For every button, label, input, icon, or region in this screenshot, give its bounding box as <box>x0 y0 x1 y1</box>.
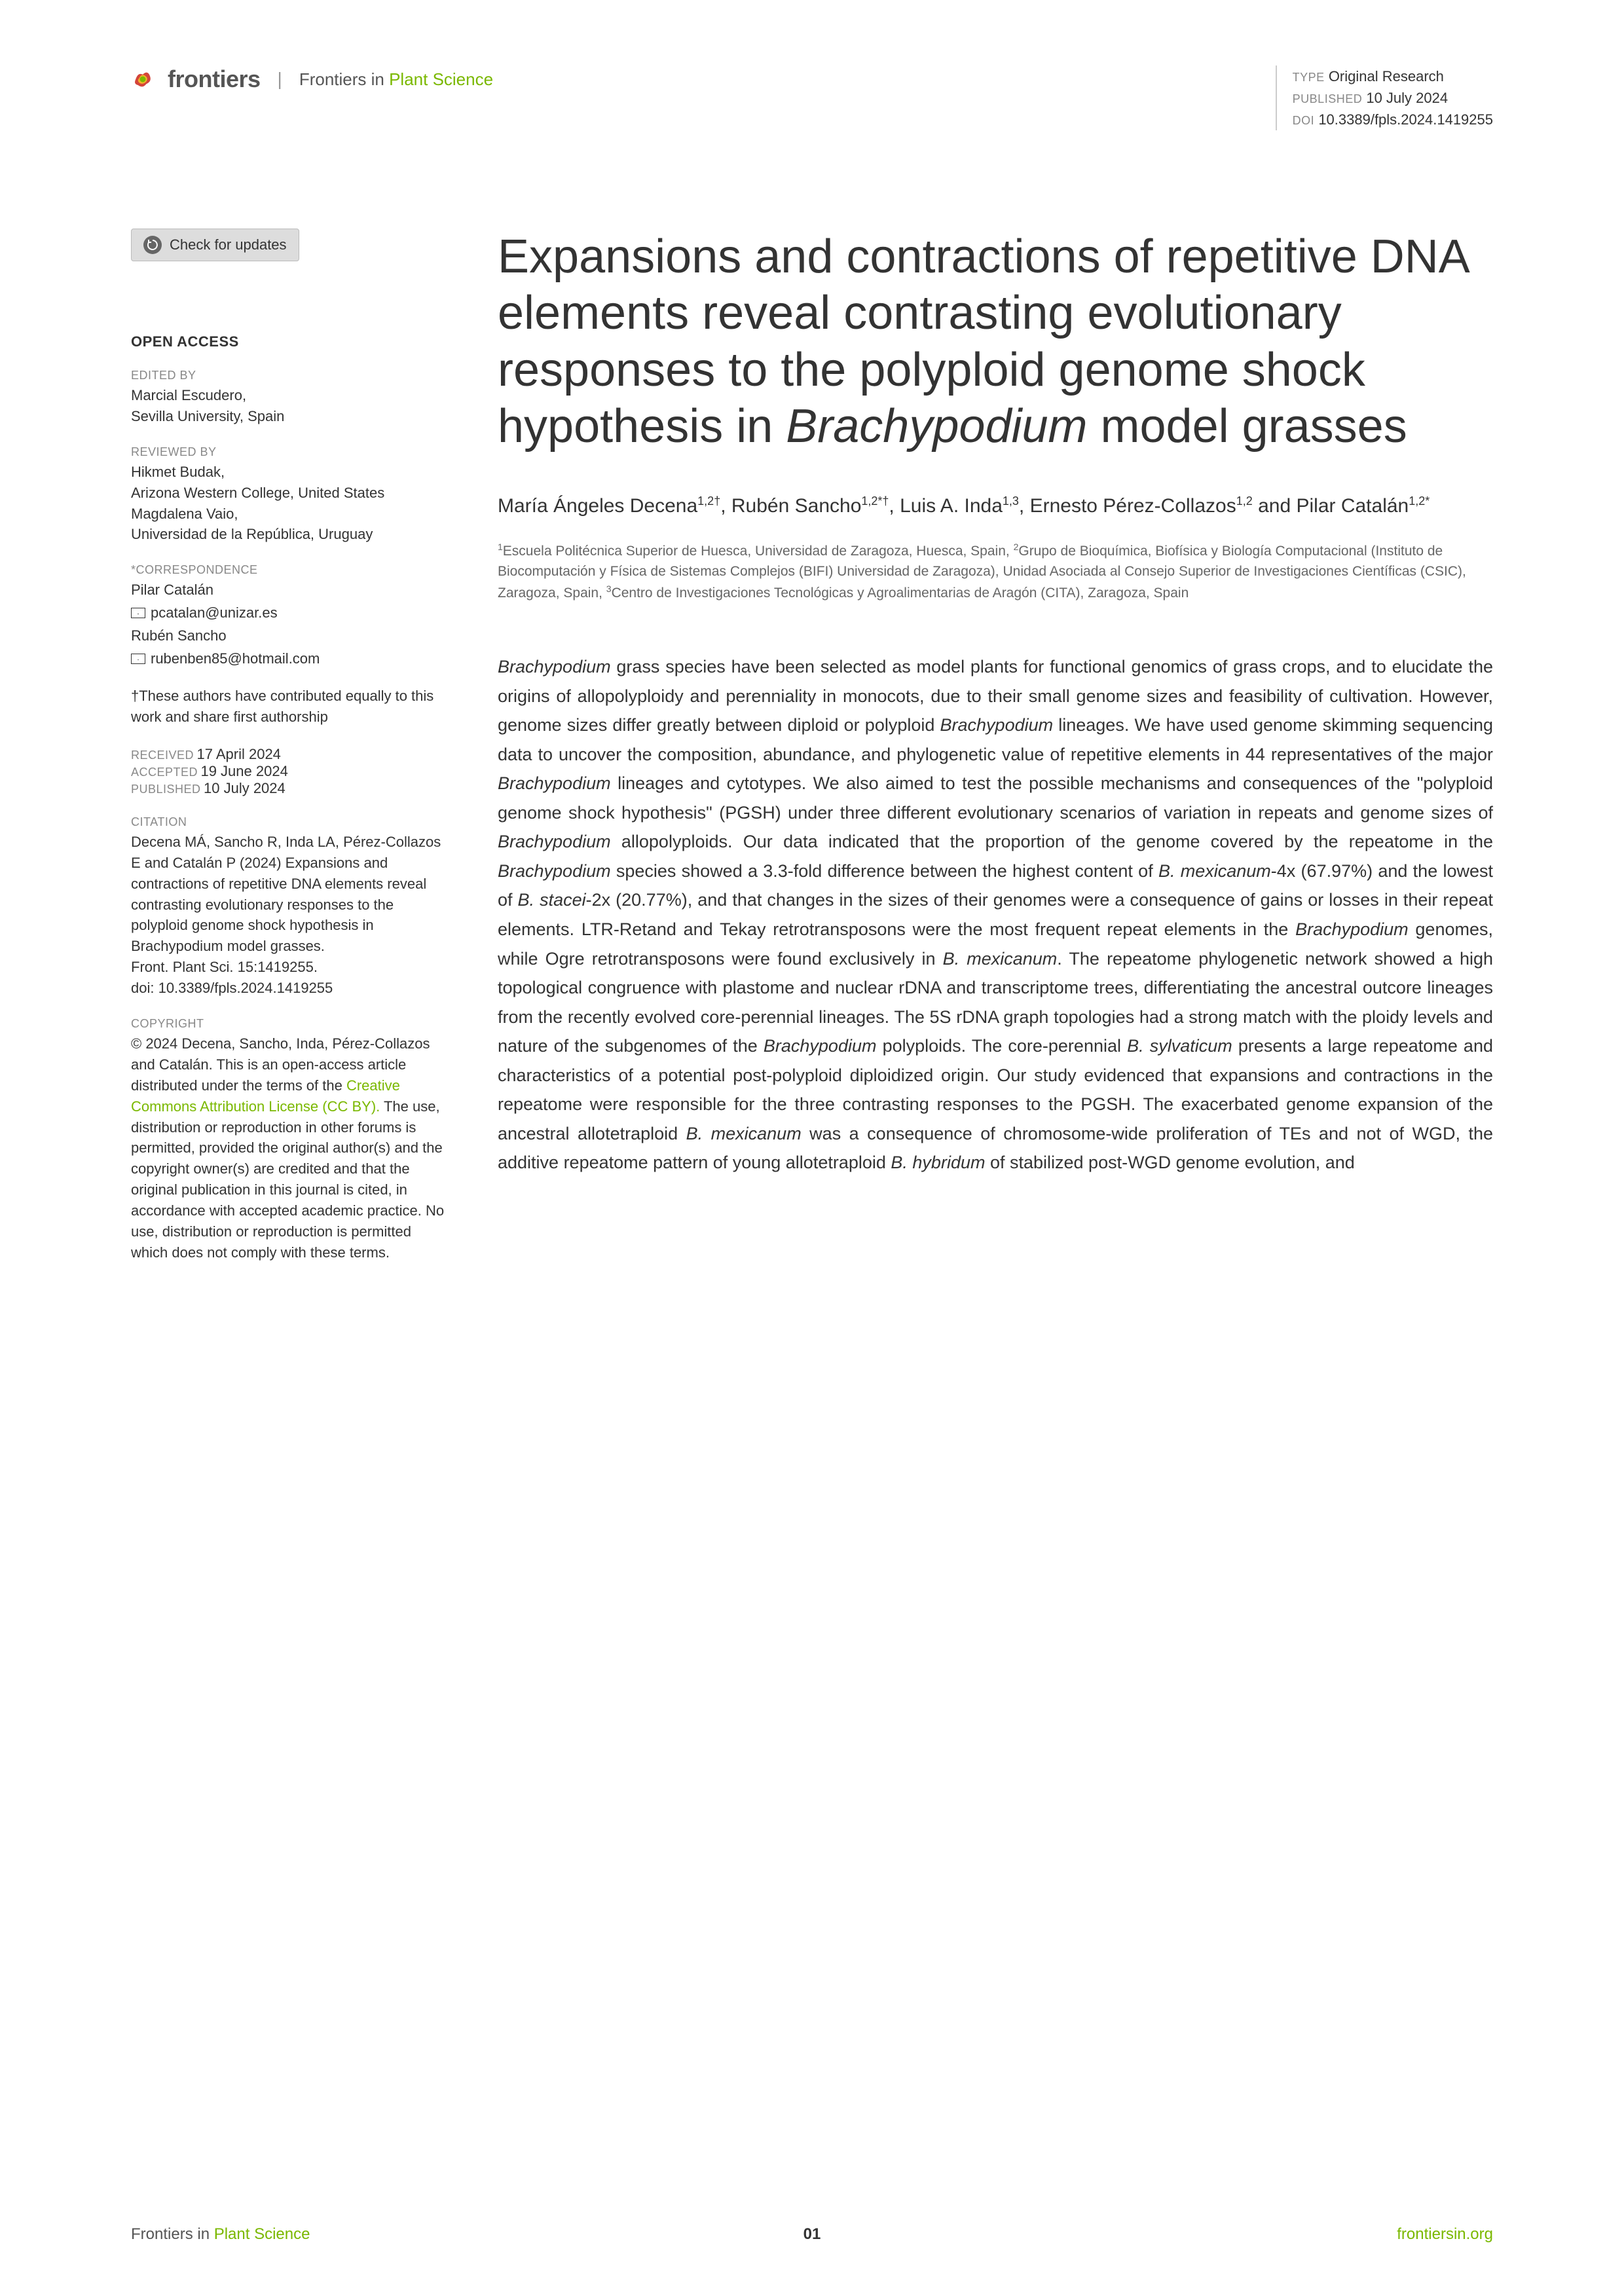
copyright-post: The use, distribution or reproduction in… <box>131 1098 444 1261</box>
title-em: Brachypodium <box>786 400 1087 453</box>
corr2-email-row: rubenben85@hotmail.com <box>131 650 445 667</box>
published-value-side: 10 July 2024 <box>204 780 286 796</box>
type-label: TYPE <box>1293 71 1325 84</box>
copyright-label: COPYRIGHT <box>131 1017 445 1031</box>
main-content: Expansions and contractions of repetitiv… <box>498 209 1493 1267</box>
citation-label: CITATION <box>131 815 445 829</box>
corr2-name: Rubén Sancho <box>131 625 445 646</box>
check-updates-icon <box>143 236 162 254</box>
corr2-email: rubenben85@hotmail.com <box>151 650 320 667</box>
journal-suffix: Plant Science <box>389 69 493 89</box>
footer-journal-prefix: Frontiers in <box>131 2225 214 2243</box>
title-post: model grasses <box>1088 400 1407 453</box>
footer-left: Frontiers in Plant Science <box>131 2225 310 2244</box>
reviewed-by-label: REVIEWED BY <box>131 445 445 459</box>
journal-prefix: Frontiers in <box>299 69 389 89</box>
check-updates-button[interactable]: Check for updates <box>131 229 299 261</box>
accepted-value: 19 June 2024 <box>200 763 287 779</box>
abstract: Brachypodium grass species have been sel… <box>498 652 1493 1177</box>
open-access-heading: OPEN ACCESS <box>131 333 445 350</box>
edited-by-value: Marcial Escudero, Sevilla University, Sp… <box>131 385 445 427</box>
published-label: PUBLISHED <box>1293 92 1363 105</box>
citation-text: Decena MÁ, Sancho R, Inda LA, Pérez-Coll… <box>131 832 445 999</box>
journal-name: Frontiers in Plant Science <box>299 69 493 90</box>
article-title: Expansions and contractions of repetitiv… <box>498 229 1493 455</box>
brand-block: frontiers | Frontiers in Plant Science <box>131 65 493 93</box>
received-value: 17 April 2024 <box>196 746 280 762</box>
brand-separator: | <box>278 69 282 90</box>
published-label-side: PUBLISHED <box>131 783 201 796</box>
type-value: Original Research <box>1329 68 1444 84</box>
received-label: RECEIVED <box>131 749 194 762</box>
article-meta: TYPE Original Research PUBLISHED 10 July… <box>1276 65 1493 130</box>
corr1-email: pcatalan@unizar.es <box>151 604 278 621</box>
reviewed-by-value: Hikmet Budak, Arizona Western College, U… <box>131 462 445 546</box>
page-header: frontiers | Frontiers in Plant Science T… <box>131 65 1493 130</box>
envelope-icon <box>131 608 145 618</box>
brand-name: frontiers <box>168 65 261 93</box>
footer-link[interactable]: frontiersin.org <box>1397 2225 1493 2244</box>
sidebar: Check for updates OPEN ACCESS EDITED BY … <box>131 209 445 1267</box>
accepted-label: ACCEPTED <box>131 766 198 779</box>
footer-journal-suffix: Plant Science <box>214 2225 310 2243</box>
envelope-icon <box>131 654 145 664</box>
doi-label: DOI <box>1293 114 1315 127</box>
doi-value: 10.3389/fpls.2024.1419255 <box>1318 111 1493 128</box>
affiliations: 1Escuela Politécnica Superior de Huesca,… <box>498 540 1493 604</box>
published-value: 10 July 2024 <box>1366 90 1448 106</box>
authors-list: María Ángeles Decena1,2†, Rubén Sancho1,… <box>498 491 1493 521</box>
corr1-name: Pilar Catalán <box>131 580 445 601</box>
frontiers-logo-icon <box>131 67 155 91</box>
check-updates-label: Check for updates <box>170 236 287 253</box>
page-footer: Frontiers in Plant Science 01 frontiersi… <box>131 2225 1493 2244</box>
edited-by-label: EDITED BY <box>131 369 445 382</box>
page-number: 01 <box>803 2225 821 2244</box>
corr1-email-row: pcatalan@unizar.es <box>131 604 445 621</box>
correspondence-label: *CORRESPONDENCE <box>131 563 445 577</box>
contribution-note: †These authors have contributed equally … <box>131 686 445 728</box>
copyright-text: © 2024 Decena, Sancho, Inda, Pérez-Colla… <box>131 1033 445 1263</box>
